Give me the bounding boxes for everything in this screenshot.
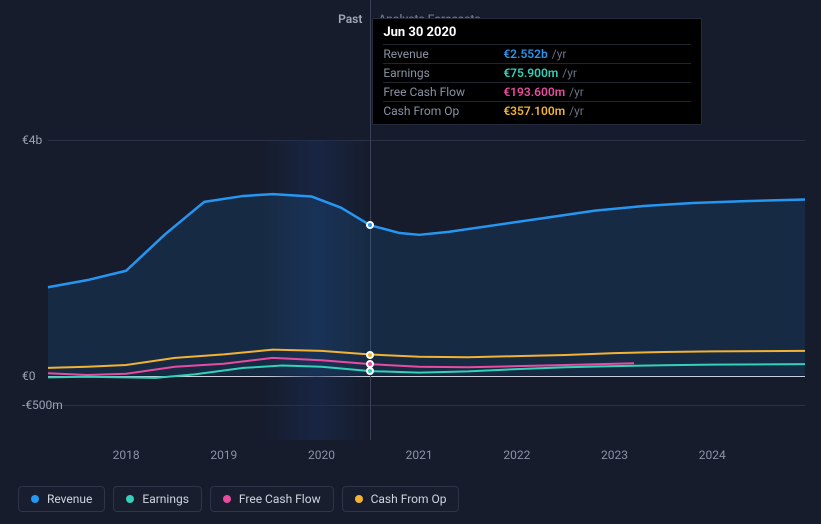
legend-dot-icon [31, 495, 39, 503]
x-axis-label: 2019 [210, 448, 237, 462]
legend-item-cash_from_op[interactable]: Cash From Op [342, 486, 460, 512]
chart-lines [48, 140, 805, 405]
legend-dot-icon [126, 495, 134, 503]
y-axis-label: -€500m [22, 398, 63, 412]
tooltip-unit: /yr [569, 104, 584, 118]
legend-label: Earnings [142, 492, 189, 506]
legend-item-earnings[interactable]: Earnings [113, 486, 202, 512]
x-axis-label: 2021 [406, 448, 433, 462]
tooltip-metric-value: €75.900m [503, 66, 558, 80]
tooltip-unit: /yr [562, 66, 577, 80]
tooltip-metric-label: Earnings [383, 66, 503, 80]
chart-legend: Revenue Earnings Free Cash Flow Cash From O… [18, 486, 459, 512]
x-axis-label: 2022 [503, 448, 530, 462]
tooltip-date: Jun 30 2020 [383, 25, 691, 44]
legend-item-free_cash_flow[interactable]: Free Cash Flow [210, 486, 334, 512]
tooltip-metric-label: Cash From Op [383, 104, 503, 118]
y-axis-label: €0 [22, 369, 36, 383]
legend-item-revenue[interactable]: Revenue [18, 486, 105, 512]
x-axis-label: 2018 [113, 448, 140, 462]
legend-label: Revenue [47, 492, 92, 506]
x-axis-label: 2020 [308, 448, 335, 462]
legend-label: Free Cash Flow [239, 492, 321, 506]
legend-dot-icon [223, 495, 231, 503]
tooltip-metric-value: €357.100m [503, 104, 565, 118]
y-axis-label: €4b [22, 133, 42, 147]
tooltip-unit: /yr [569, 85, 584, 99]
legend-dot-icon [355, 495, 363, 503]
tooltip-metric-label: Free Cash Flow [383, 85, 503, 99]
marker-cash_from_op [366, 351, 374, 359]
legend-label: Cash From Op [371, 492, 447, 506]
x-axis: 2018 2019 2020 2021 2022 2023 2024 [48, 448, 805, 464]
tooltip-row: Free Cash Flow€193.600m/yr [383, 82, 691, 101]
x-axis-label: 2024 [699, 448, 726, 462]
grid-line [48, 405, 805, 406]
marker-earnings [366, 367, 374, 375]
marker-revenue [366, 221, 374, 229]
tooltip-metric-label: Revenue [383, 47, 503, 61]
plot-area[interactable]: PastAnalysts Forecasts [48, 140, 805, 405]
tooltip-metric-value: €193.600m [503, 85, 565, 99]
tooltip-row: Cash From Op€357.100m/yr [383, 101, 691, 120]
tooltip-unit: /yr [552, 47, 567, 61]
tooltip-metric-value: €2.552b [503, 47, 547, 61]
tooltip-row: Revenue€2.552b/yr [383, 44, 691, 63]
past-section-label: Past [338, 12, 362, 26]
tooltip-row: Earnings€75.900m/yr [383, 63, 691, 82]
x-axis-label: 2023 [601, 448, 628, 462]
chart-tooltip: Jun 30 2020 Revenue€2.552b/yrEarnings€75… [372, 18, 702, 125]
